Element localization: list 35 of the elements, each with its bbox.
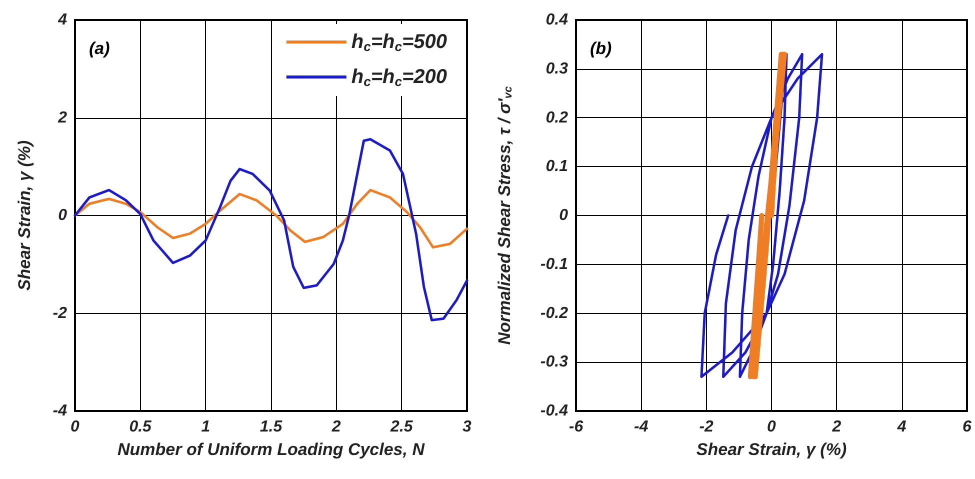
annotation: (a)	[89, 39, 110, 58]
y-axis-title: Normalized Shear Stress, τ / σ'vc	[495, 86, 514, 345]
x-tick-label: 1.5	[260, 418, 284, 436]
y-tick-label: -0.4	[540, 402, 568, 420]
y-tick-label: 0	[58, 207, 68, 224]
x-tick-label: 1	[201, 418, 210, 436]
y-tick-label: 0.3	[546, 60, 568, 78]
x-tick-label: 0	[767, 418, 776, 436]
y-tick-label: 2	[57, 109, 68, 126]
y-tick-label: 0.4	[546, 12, 568, 28]
y-tick-label: -4	[52, 402, 68, 420]
x-tick-label: 2	[330, 418, 341, 436]
y-tick-label: -0.3	[540, 354, 568, 371]
x-tick-label: -6	[568, 418, 584, 436]
y-tick-label: -0.1	[540, 256, 568, 273]
x-tick-label: 3	[462, 418, 472, 436]
y-tick-label: 0	[559, 207, 568, 224]
y-axis-title: Shear Strain, γ (%)	[15, 140, 34, 291]
x-tick-label: 0	[70, 418, 80, 436]
x-tick-label: 2	[831, 418, 842, 436]
x-tick-label: 4	[896, 418, 906, 436]
x-tick-label: 6	[962, 418, 972, 436]
y-tick-label: -2	[52, 304, 68, 322]
y-tick-label: 0.2	[546, 109, 568, 126]
x-tick-label: -4	[634, 418, 648, 436]
y-tick-label: 4	[57, 12, 68, 28]
x-tick-label: 0.5	[129, 418, 153, 436]
line-series	[74, 138, 468, 322]
y-tick-label: -0.2	[540, 304, 568, 322]
x-tick-label: -2	[699, 418, 714, 436]
annotation: (b)	[590, 39, 612, 58]
x-tick-label: 2.5	[390, 418, 414, 436]
y-tick-label: 0.1	[546, 158, 568, 176]
x-axis-title: Number of Uniform Loading Cycles, N	[118, 440, 426, 459]
x-axis-title: Shear Strain, γ (%)	[696, 440, 847, 459]
